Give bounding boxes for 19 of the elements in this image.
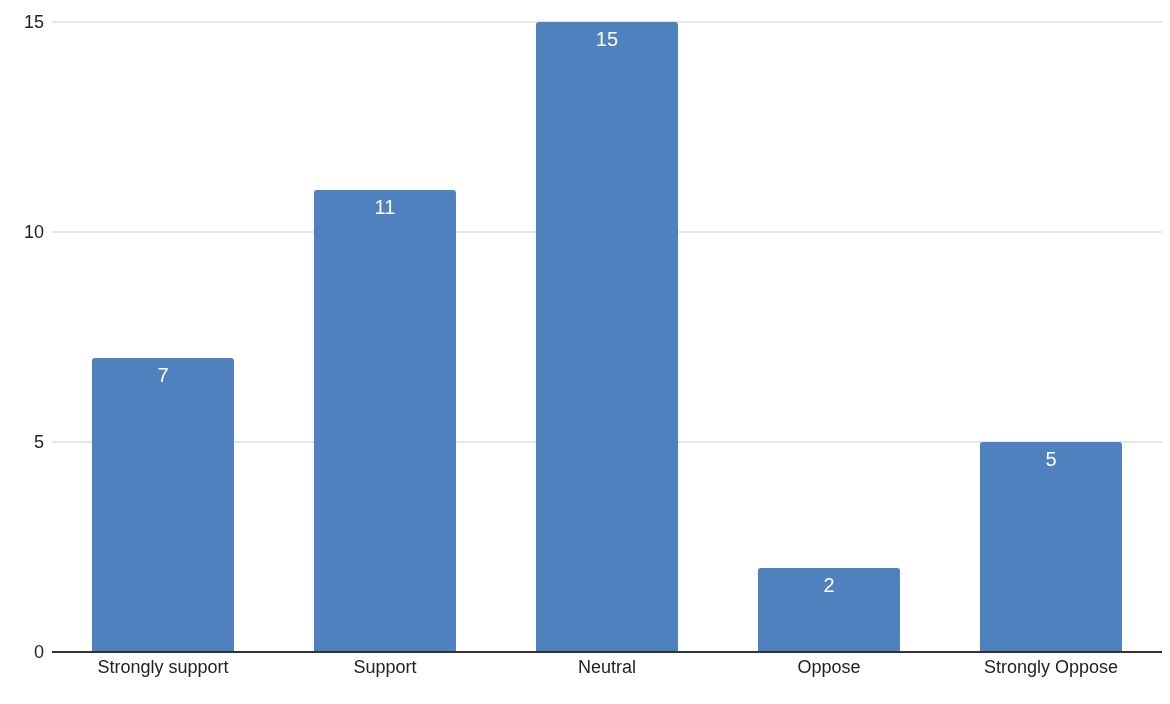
x-tick-label: Support bbox=[353, 656, 417, 677]
x-tick-label: Neutral bbox=[577, 656, 637, 677]
y-tick-label: 5 bbox=[33, 432, 44, 453]
x-tick-label: Strongly support bbox=[97, 656, 229, 677]
bar bbox=[313, 190, 456, 652]
x-tick-label: Oppose bbox=[797, 656, 861, 677]
data-label: 15 bbox=[595, 28, 619, 51]
data-label: 5 bbox=[1045, 448, 1057, 471]
bar bbox=[91, 358, 234, 652]
bar bbox=[979, 442, 1122, 652]
y-tick-label: 15 bbox=[23, 12, 44, 33]
x-tick-label: Strongly Oppose bbox=[983, 656, 1119, 677]
y-tick-label: 0 bbox=[33, 642, 44, 663]
bar bbox=[757, 568, 900, 652]
data-label: 11 bbox=[374, 196, 396, 219]
data-label: 2 bbox=[823, 574, 835, 597]
data-label: 7 bbox=[157, 364, 169, 387]
y-tick-label: 10 bbox=[23, 222, 44, 243]
bar bbox=[535, 22, 678, 652]
